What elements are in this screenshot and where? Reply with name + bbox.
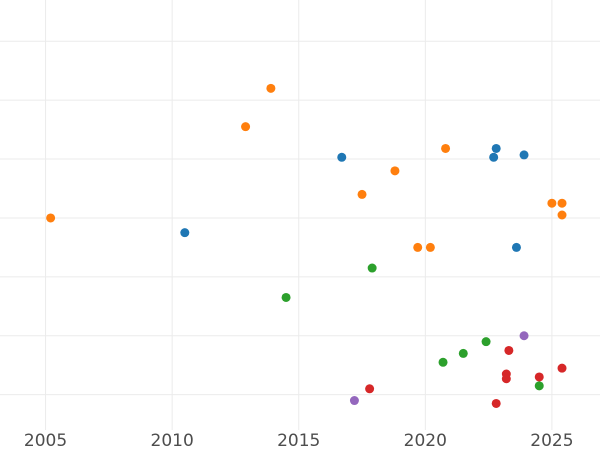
data-point [481, 337, 491, 347]
data-point [337, 152, 347, 162]
data-point [547, 198, 557, 208]
data-point [489, 152, 499, 162]
data-point [180, 228, 190, 238]
x-tick-label: 2015 [277, 431, 320, 450]
data-point [349, 396, 359, 406]
x-tick-label: 2010 [151, 431, 194, 450]
data-point [241, 122, 251, 132]
data-point [534, 372, 544, 382]
data-point [557, 198, 567, 208]
data-point [390, 166, 400, 176]
data-point [458, 348, 468, 358]
data-points [46, 83, 567, 408]
data-point [557, 210, 567, 220]
data-point [491, 398, 501, 408]
data-point [511, 242, 521, 252]
data-point [365, 384, 375, 394]
data-point [357, 189, 367, 199]
data-point [519, 150, 529, 160]
data-point [504, 345, 514, 355]
data-point [266, 83, 276, 93]
data-point [441, 143, 451, 153]
data-point [281, 292, 291, 302]
data-point [557, 363, 567, 373]
data-point [491, 143, 501, 153]
data-point [425, 242, 435, 252]
x-tick-label: 2025 [530, 431, 573, 450]
data-point [501, 374, 511, 384]
data-point [534, 381, 544, 391]
x-tick-label: 2020 [404, 431, 447, 450]
grid [0, 0, 600, 430]
data-point [438, 357, 448, 367]
x-tick-label: 2005 [24, 431, 67, 450]
data-point [519, 331, 529, 341]
data-point [367, 263, 377, 273]
x-axis-ticks: 2005 2010 2015 2020 2025 [24, 431, 574, 450]
data-point [413, 242, 423, 252]
data-point [46, 213, 56, 223]
